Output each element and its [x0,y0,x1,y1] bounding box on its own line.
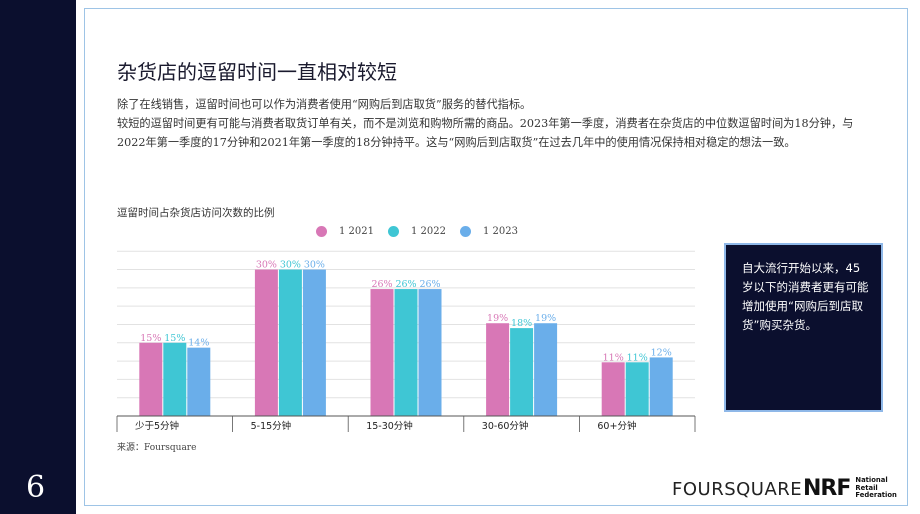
page-number: 6 [26,470,46,505]
data-label: 26% [419,279,440,290]
legend-swatch-2021 [316,226,327,237]
left-sidebar-band: 6 [0,0,76,514]
legend-item-2021: 1 2021 [316,226,374,237]
bar-1-2023-3 [534,323,558,416]
body-paragraph-1: 除了在线销售，逗留时间也可以作为消费者使用“网购后到店取货”服务的替代指标。 [117,98,532,111]
legend-label-2023: 1 2023 [483,226,518,237]
data-label: 15% [164,333,185,344]
data-label: 11% [603,352,624,363]
bar-1-2023-0 [187,347,211,416]
nrf-logo-line-1: National [855,476,888,485]
body-text: 除了在线销售，逗留时间也可以作为消费者使用“网购后到店取货”服务的替代指标。 较… [117,95,877,152]
bar-1-2022-4 [625,362,649,416]
data-label: 19% [535,313,556,324]
data-label: 15% [140,333,161,344]
data-label: 12% [651,347,672,358]
data-label: 30% [304,260,325,271]
data-label: 26% [371,279,392,290]
bar-1-2022-2 [394,289,418,416]
nrf-logo: NRF National Retail Federation [803,476,897,501]
bar-1-2021-3 [486,323,510,416]
data-label: 30% [280,260,301,271]
legend-swatch-2023 [460,226,471,237]
category-label: 少于5分钟 [135,420,179,432]
category-label: 5-15分钟 [251,420,292,432]
data-label: 11% [627,352,648,363]
data-label: 30% [256,260,277,271]
bar-1-2023-2 [418,289,442,416]
bar-1-2022-0 [163,342,187,416]
bar-1-2022-3 [510,328,534,416]
nrf-logo-line-2: Retail [855,483,878,492]
data-label: 26% [395,279,416,290]
bar-1-2023-1 [302,269,326,416]
body-paragraph-2: 较短的逗留时间更有可能与消费者取货订单有关，而不是浏览和购物所需的商品。2023… [117,117,854,149]
legend-item-2022: 1 2022 [388,226,446,237]
legend-label-2021: 1 2021 [339,226,374,237]
bar-1-2021-4 [601,362,625,416]
foursquare-logo: FOURSQUARE [672,479,803,500]
bar-1-2023-4 [649,357,673,416]
nrf-logo-mark: NRF [803,476,851,501]
legend-swatch-2022 [388,226,399,237]
bar-1-2021-1 [254,269,278,416]
page-title: 杂货店的逗留时间一直相对较短 [117,60,397,84]
bar-1-2022-1 [278,269,302,416]
legend-item-2023: 1 2023 [460,226,518,237]
data-label: 14% [188,338,209,349]
chart-legend: 1 2021 1 2022 1 2023 [316,226,518,237]
nrf-logo-text: National Retail Federation [855,477,896,500]
data-label: 18% [511,318,532,329]
category-label: 60+分钟 [597,420,636,432]
source-note: 来源：Foursquare [117,443,197,453]
bar-1-2021-2 [370,289,394,416]
chart-title: 逗留时间占杂货店访问次数的比例 [117,207,275,219]
nrf-logo-line-3: Federation [855,491,897,500]
bar-1-2021-0 [139,342,163,416]
category-label: 15-30分钟 [366,420,413,432]
legend-label-2022: 1 2022 [411,226,446,237]
data-label: 19% [487,313,508,324]
category-label: 30-60分钟 [482,420,529,432]
content-card [84,8,908,506]
callout-box: 自大流行开始以来，45岁以下的消费者更有可能增加使用“网购后到店取货”购买杂货。 [724,243,883,412]
